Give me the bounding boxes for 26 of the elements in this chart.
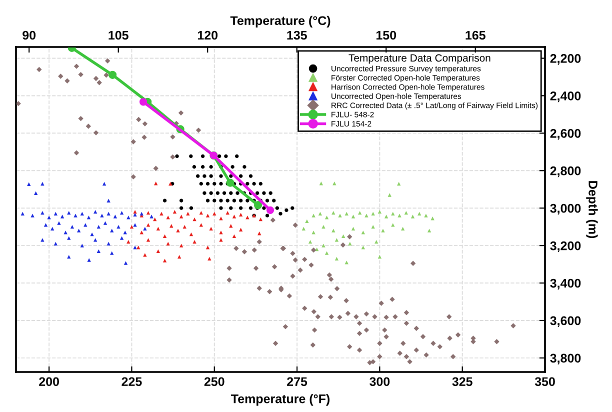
x-axis-title: Temperature (°F): [231, 394, 330, 406]
x2-tick-label: 120: [198, 30, 218, 40]
y-tick-label: 3,200: [550, 241, 581, 252]
x2-tick-label: 165: [466, 30, 486, 40]
x2-axis-title: Temperature (°C): [230, 16, 330, 28]
y-tick-label: 3,400: [550, 278, 581, 290]
y-tick-label: 3,000: [550, 204, 581, 215]
x-tick-label: 300: [370, 377, 390, 386]
x2-tick-label: 135: [287, 30, 307, 40]
x2-tick-label: 105: [108, 30, 128, 40]
y-tick-label: 3,600: [550, 316, 581, 327]
x-tick-label: 200: [39, 377, 59, 386]
x-tick-label: 225: [122, 377, 142, 386]
x2-tick-label: 90: [22, 30, 36, 40]
x-tick-label: 250: [204, 377, 224, 386]
x-tick-label: 275: [287, 377, 308, 386]
y-tick-label: 3,800: [550, 354, 581, 364]
x2-tick-label: 150: [376, 30, 396, 40]
y-tick-label: 2,400: [550, 92, 581, 102]
x-tick-label: 350: [534, 377, 555, 386]
y-tick-label: 2,200: [550, 54, 581, 65]
legend-title: Temperature Data Comparison: [348, 54, 490, 64]
y-axis-title: Depth (m): [586, 181, 598, 238]
x-tick-label: 325: [452, 377, 472, 386]
y-tick-label: 2,600: [550, 128, 581, 140]
y-tick-label: 2,800: [550, 166, 581, 178]
